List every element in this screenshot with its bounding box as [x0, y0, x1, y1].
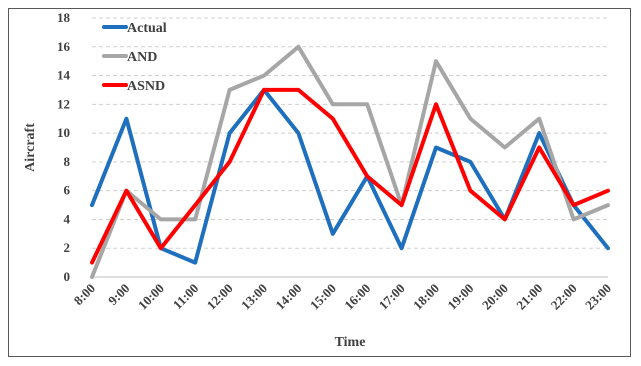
x-tick-label: 15:00 [307, 281, 339, 313]
x-tick-label: 16:00 [341, 281, 373, 313]
x-tick-label: 20:00 [479, 281, 511, 313]
x-tick-label: 19:00 [444, 281, 476, 313]
x-tick-label: 8:00 [71, 281, 98, 308]
x-tick-label: 9:00 [105, 281, 132, 308]
chart-frame [8, 8, 631, 357]
legend-label-actual: Actual [127, 21, 167, 36]
series-line-actual [90, 87, 610, 265]
x-tick-label: 12:00 [204, 281, 236, 313]
y-tick-label: 6 [64, 183, 71, 198]
y-tick-label: 14 [57, 68, 71, 83]
y-tick-label: 2 [64, 240, 71, 255]
x-tick-label: 17:00 [376, 281, 408, 313]
y-tick-label: 16 [57, 39, 71, 54]
x-tick-label: 10:00 [135, 281, 167, 313]
x-tick-label: 14:00 [272, 281, 304, 313]
y-tick-label: 4 [64, 211, 71, 226]
x-tick-label: 13:00 [238, 281, 270, 313]
legend-label-and: AND [127, 50, 157, 65]
y-tick-label: 18 [57, 10, 71, 25]
y-tick-label: 10 [57, 125, 70, 140]
series-line-and [90, 44, 610, 279]
series-line-asnd [90, 87, 610, 265]
legend-label-asnd: ASND [127, 79, 165, 94]
y-tick-label: 8 [64, 154, 71, 169]
x-tick-label: 23:00 [582, 281, 614, 313]
y-tick-label: 12 [57, 96, 70, 111]
x-tick-label: 22:00 [548, 281, 580, 313]
x-tick-label: 18:00 [410, 281, 442, 313]
legend: Actual AND ASND [102, 21, 167, 94]
y-tick-label: 0 [64, 269, 71, 284]
x-tick-label: 21:00 [513, 281, 545, 313]
series-layer [90, 44, 610, 279]
grid-layer [92, 17, 608, 249]
x-axis-title: Time [335, 335, 366, 350]
x-tick-label: 11:00 [170, 281, 202, 313]
y-axis-title: Aircraft [23, 123, 38, 172]
